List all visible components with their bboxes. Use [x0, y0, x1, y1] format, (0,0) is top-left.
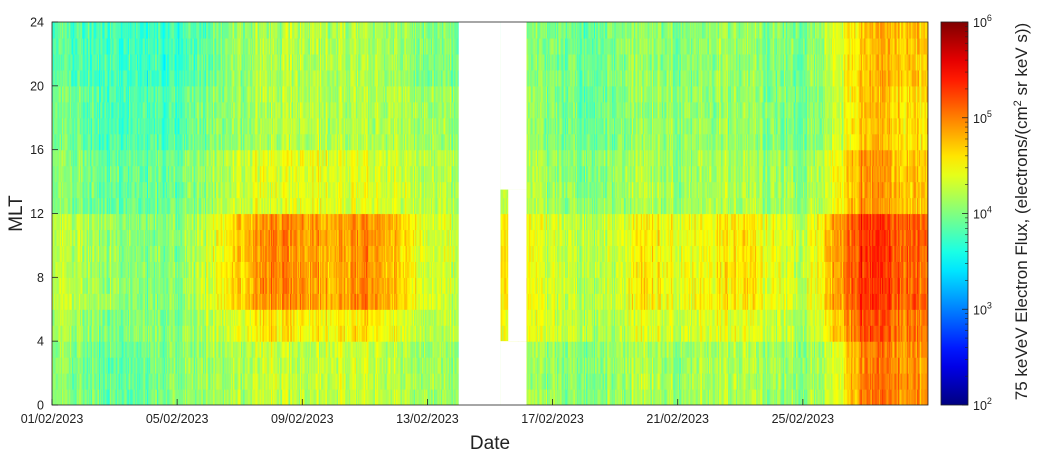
heatmap-cells	[52, 22, 929, 406]
